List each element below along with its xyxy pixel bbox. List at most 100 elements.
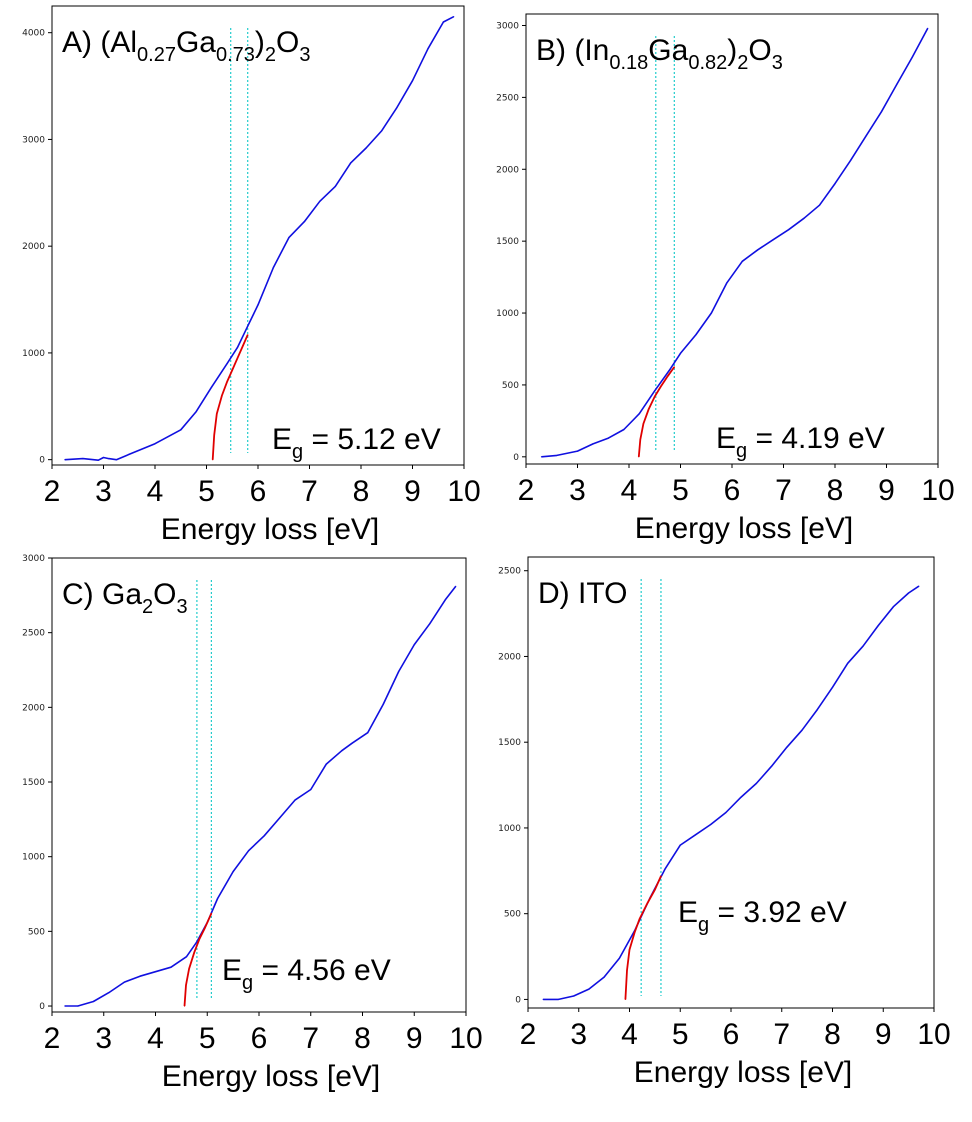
spectrum-point bbox=[180, 429, 182, 431]
x-tick-label: 2 bbox=[44, 475, 61, 508]
band-gap-label: Eg = 5.12 eV bbox=[272, 423, 441, 463]
fit-point bbox=[216, 413, 218, 415]
spectrum-point bbox=[453, 16, 455, 18]
band-gap-subscript: g bbox=[242, 972, 253, 994]
y-tick-label: 1500 bbox=[22, 778, 45, 788]
spectrum-point bbox=[710, 312, 713, 314]
x-tick-label: 9 bbox=[878, 474, 895, 507]
y-tick-label: 2000 bbox=[22, 703, 45, 713]
x-tick-label: 8 bbox=[353, 475, 370, 508]
spectrum-point bbox=[892, 606, 895, 608]
x-tick-label: 4 bbox=[621, 1018, 638, 1051]
x-tick-label: 8 bbox=[824, 1018, 841, 1051]
formula-text: (In bbox=[574, 34, 609, 67]
fit-point bbox=[212, 459, 214, 461]
spectrum-point bbox=[185, 956, 188, 958]
y-tick-label: 1500 bbox=[498, 738, 521, 748]
fit-point bbox=[648, 408, 650, 410]
x-tick-label: 6 bbox=[724, 474, 741, 507]
spectrum-point bbox=[849, 160, 852, 162]
x-tick-label: 8 bbox=[827, 474, 844, 507]
x-tick-label: 10 bbox=[447, 475, 480, 508]
spectrum-point bbox=[638, 413, 640, 415]
spectrum-point bbox=[108, 992, 110, 994]
chart-panel-3: 0 500 1000 1500 2000 2500 3000 2 3 4 5 6 7 8 9 10 Energy… bbox=[22, 554, 483, 1093]
formula-text: Ga bbox=[648, 34, 688, 67]
spectrum-point bbox=[257, 304, 259, 306]
spectrum-point bbox=[310, 788, 312, 791]
spectrum-point bbox=[573, 995, 575, 997]
formula-subscript: 2 bbox=[737, 52, 748, 74]
band-gap-label: Eg = 4.19 eV bbox=[716, 422, 885, 462]
x-tick-label: 5 bbox=[199, 1022, 216, 1055]
spectrum-point bbox=[679, 352, 682, 354]
fit-point bbox=[204, 927, 206, 930]
spectrum-point bbox=[365, 147, 367, 149]
spectrum-point bbox=[115, 459, 117, 461]
y-tick-label: 1000 bbox=[498, 824, 521, 834]
spectrum-point bbox=[834, 183, 836, 185]
y-tick-label: 0 bbox=[39, 456, 45, 466]
spectrum-point bbox=[542, 998, 544, 1001]
formula-subscript: 2 bbox=[265, 44, 276, 66]
spectrum-point bbox=[654, 390, 656, 392]
spectrum-point bbox=[64, 1005, 66, 1007]
y-tick-label: 3000 bbox=[22, 554, 45, 564]
plot-frame bbox=[51, 5, 465, 466]
fit-point bbox=[213, 434, 215, 436]
formula-subscript: 0.82 bbox=[688, 52, 727, 74]
fit-point bbox=[628, 949, 631, 951]
spectrum-point bbox=[272, 266, 274, 269]
spectrum-point bbox=[139, 975, 141, 977]
y-tick-label: 2500 bbox=[22, 629, 45, 639]
fit-point bbox=[639, 439, 641, 441]
spectrum-point bbox=[442, 21, 444, 23]
plot-frame bbox=[51, 557, 467, 1013]
spectrum-point bbox=[740, 796, 742, 798]
chart-panel-2: 0 500 1000 1500 2000 2500 3000 2 3 4 5 6 7 8 9 10 Energy… bbox=[496, 13, 955, 545]
x-tick-label: 8 bbox=[354, 1022, 371, 1055]
band-gap-fit-line bbox=[183, 913, 213, 1007]
x-axis-label: Energy loss [eV] bbox=[161, 513, 379, 546]
spectrum-point bbox=[102, 456, 105, 459]
fit-point bbox=[660, 385, 662, 387]
fit-point bbox=[654, 395, 656, 397]
formula-text: ) bbox=[255, 26, 265, 59]
formula-subscript: 3 bbox=[177, 596, 188, 618]
panel-label: C) bbox=[62, 578, 102, 611]
x-tick-label: 10 bbox=[921, 474, 954, 507]
y-tick-label: 500 bbox=[502, 381, 519, 391]
spectrum-point bbox=[908, 592, 910, 594]
spectrum-point bbox=[413, 644, 415, 646]
fit-point bbox=[185, 984, 187, 986]
spectrum-point bbox=[576, 450, 579, 452]
fit-point bbox=[646, 902, 648, 905]
spectrum-point bbox=[396, 106, 398, 108]
spectrum-point bbox=[427, 48, 429, 50]
fit-point bbox=[638, 456, 640, 458]
spectrum-point bbox=[170, 966, 172, 968]
spectrum-point bbox=[664, 868, 666, 870]
band-gap-fit-line bbox=[624, 875, 662, 1000]
spectrum-point bbox=[154, 971, 157, 973]
y-tick-label: 1000 bbox=[22, 349, 45, 359]
spectrum-point bbox=[455, 585, 457, 588]
x-tick-label: 4 bbox=[147, 475, 164, 508]
chart-panel-1: 0 1000 2000 3000 4000 2 3 4 5 6 7 8 9 10 Energy loss [… bbox=[22, 5, 481, 546]
x-tick-label: 2 bbox=[520, 1018, 537, 1051]
formula-subscript: 3 bbox=[299, 44, 310, 66]
x-tick-label: 3 bbox=[95, 1022, 112, 1055]
spectrum-point bbox=[757, 249, 759, 251]
x-tick-label: 10 bbox=[917, 1018, 950, 1051]
panel-title: C) Ga2O3 bbox=[62, 578, 188, 618]
panel-label: A) bbox=[62, 26, 100, 59]
spectrum-point bbox=[755, 782, 758, 785]
formula-subscript: 0.18 bbox=[609, 52, 648, 74]
spectrum-point bbox=[123, 981, 125, 983]
x-tick-label: 7 bbox=[773, 1018, 790, 1051]
spectrum-point bbox=[128, 453, 130, 455]
x-tick-label: 6 bbox=[723, 1018, 740, 1051]
formula-text: Ga bbox=[176, 26, 216, 59]
spectrum-point bbox=[319, 200, 321, 202]
spectrum-point bbox=[726, 282, 728, 284]
